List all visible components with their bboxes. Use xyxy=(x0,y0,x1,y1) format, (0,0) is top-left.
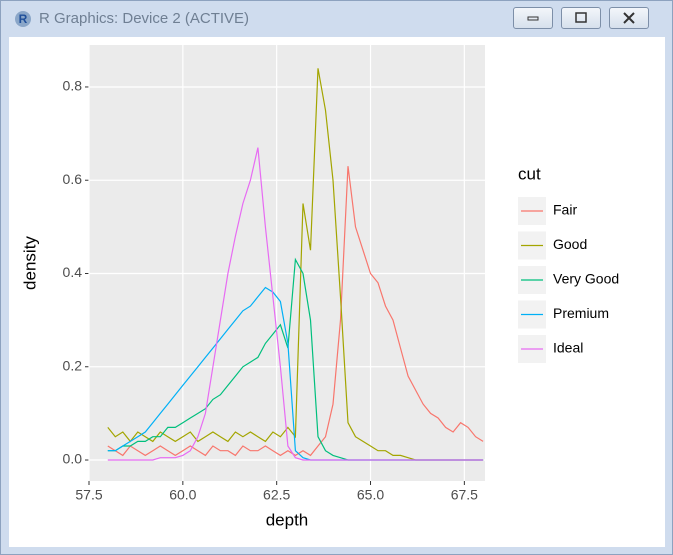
plot-panel xyxy=(89,45,485,481)
legend-label: Ideal xyxy=(553,340,583,356)
app-icon: R xyxy=(15,11,31,27)
x-tick-label: 67.5 xyxy=(451,487,478,503)
x-tick-label: 57.5 xyxy=(75,487,102,503)
y-tick-label: 0.2 xyxy=(63,357,83,373)
series-line xyxy=(107,166,484,457)
graphics-device: 0.0 0.2 0.4 0.6 0.8 57.5 60.0 62.5 65.0 67.5 depth… xyxy=(9,37,665,547)
x-tick-label: 60.0 xyxy=(169,487,196,503)
legend-label: Very Good xyxy=(553,271,619,287)
window-title: R Graphics: Device 2 (ACTIVE) xyxy=(39,10,250,27)
legend-label: Fair xyxy=(553,202,577,218)
title-bar: R R Graphics: Device 2 (ACTIVE) xyxy=(1,1,672,37)
y-tick-label: 0.8 xyxy=(63,78,83,94)
y-axis-label: density xyxy=(20,236,39,290)
legend-label: Premium xyxy=(553,305,609,321)
maximize-button[interactable] xyxy=(561,7,601,29)
y-tick-label: 0.4 xyxy=(63,264,83,280)
legend-title: cut xyxy=(518,164,541,183)
y-tick-label: 0.6 xyxy=(63,171,83,187)
y-tick-label: 0.0 xyxy=(63,451,83,467)
close-button[interactable] xyxy=(609,7,649,29)
x-tick-label: 65.0 xyxy=(357,487,384,503)
chart: 0.0 0.2 0.4 0.6 0.8 57.5 60.0 62.5 65.0 67.5 depth… xyxy=(20,45,619,529)
minimize-button[interactable] xyxy=(513,7,553,29)
x-tick-label: 62.5 xyxy=(263,487,290,503)
legend-label: Good xyxy=(553,236,587,252)
series-line xyxy=(107,147,484,461)
x-axis-label: depth xyxy=(266,510,309,529)
